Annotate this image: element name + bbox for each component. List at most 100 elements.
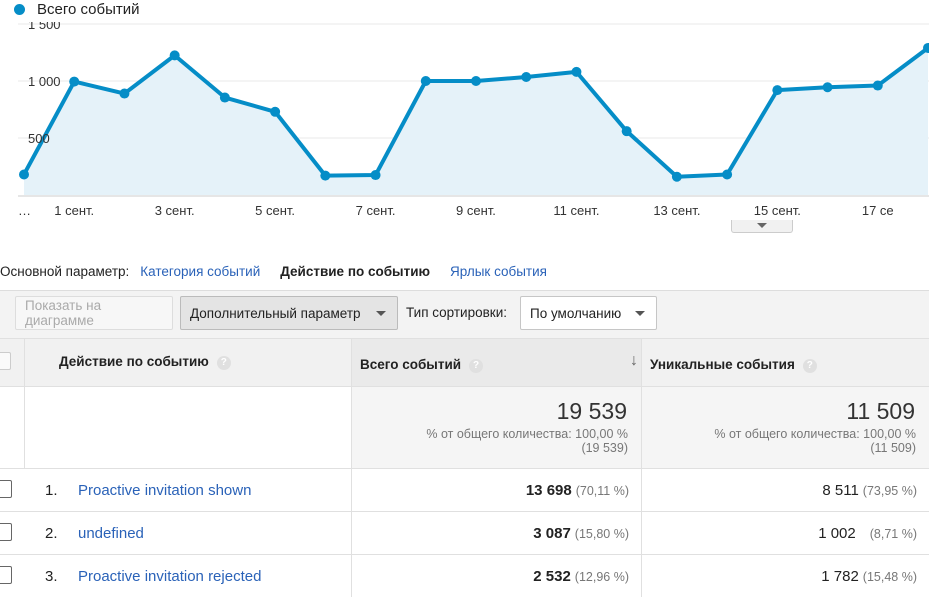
data-point xyxy=(69,76,80,87)
data-point xyxy=(420,76,431,86)
select-all-cell xyxy=(0,339,25,386)
x-tick-label: 3 сент. xyxy=(155,203,195,218)
total-events-abs: (19 539) xyxy=(581,441,628,455)
row-index: 2. xyxy=(45,525,58,542)
header-unique-events[interactable]: Уникальные события? xyxy=(641,339,929,386)
chart-collapse-toggle[interactable] xyxy=(731,220,793,233)
table-row: 1. Proactive invitation shown 13 698 (70,… xyxy=(0,468,929,511)
sort-descending-icon: ↓ xyxy=(630,352,638,369)
row-checkbox[interactable] xyxy=(0,523,12,541)
table-row: 3. Proactive invitation rejected 2 532 (1… xyxy=(0,554,929,597)
totals-empty-cell xyxy=(0,387,25,468)
data-point xyxy=(320,170,331,181)
x-tick-label: … xyxy=(18,203,31,218)
dimension-option-event-label[interactable]: Ярлык события xyxy=(450,263,547,279)
unique-events-value: 11 509 xyxy=(846,398,915,424)
primary-dimension-selector: Основной параметр: Категория событий Дей… xyxy=(0,262,567,280)
sort-type-value: По умолчанию xyxy=(530,305,622,321)
row-unique-cell: 1 782 (15,48 %) xyxy=(641,555,929,597)
row-unique-events: 8 511 xyxy=(822,482,859,499)
chevron-down-icon xyxy=(757,223,767,228)
row-checkbox[interactable] xyxy=(0,566,12,584)
data-point xyxy=(722,169,733,180)
table-toolbar: Показать на диаграмме Дополнительный пар… xyxy=(0,290,929,339)
y-tick-label: 1 000 xyxy=(28,74,61,89)
row-select-cell xyxy=(0,512,25,554)
data-point xyxy=(571,66,582,77)
help-icon[interactable]: ? xyxy=(802,359,817,373)
data-point xyxy=(671,171,682,182)
header-event-action-label: Действие по событию xyxy=(59,354,209,369)
row-unique-events: 1 782 xyxy=(821,568,859,585)
unique-events-note: % от общего количества: 100,00 % xyxy=(714,427,916,441)
legend-label: Всего событий xyxy=(37,0,140,18)
data-point xyxy=(119,88,130,99)
x-tick-label: 13 сент. xyxy=(653,203,700,218)
caret-down-icon xyxy=(376,311,386,316)
events-line-chart: 1 500 1 000 500 … 1 сент. 3 сент. 5 сент. 7 сен… xyxy=(18,22,929,218)
secondary-dimension-dropdown[interactable]: Дополнительный параметр xyxy=(180,296,398,330)
data-point xyxy=(19,169,29,180)
data-point xyxy=(923,42,929,53)
help-icon[interactable]: ? xyxy=(469,359,484,373)
dimension-option-event-category[interactable]: Категория событий xyxy=(140,263,261,279)
header-total-events[interactable]: Всего событий? ↓ xyxy=(351,339,641,386)
x-tick-label: 17 се xyxy=(862,203,894,218)
row-total-pct: (15,80 %) xyxy=(574,527,629,541)
y-tick-label: 500 xyxy=(28,131,50,146)
data-point xyxy=(169,50,180,61)
table-header: Действие по событию? Всего событий? ↓ Ун… xyxy=(0,338,929,386)
data-point xyxy=(521,72,532,83)
row-event-action-link[interactable]: Proactive invitation rejected xyxy=(78,568,262,585)
series-area xyxy=(24,47,928,195)
help-icon[interactable]: ? xyxy=(216,356,231,370)
row-total-cell: 13 698 (70,11 %) xyxy=(351,469,641,511)
row-unique-cell: 1 002 (8,71 %) xyxy=(641,512,929,554)
total-events-value: 19 539 xyxy=(556,398,627,424)
secondary-dimension-label: Дополнительный параметр xyxy=(190,305,361,321)
plot-rows-button[interactable]: Показать на диаграмме xyxy=(15,296,173,330)
row-index: 1. xyxy=(45,482,58,499)
sort-type-label: Тип сортировки: xyxy=(406,305,507,320)
row-unique-pct: (8,71 %) xyxy=(869,527,917,541)
row-select-cell xyxy=(0,555,25,597)
row-unique-cell: 8 511 (73,95 %) xyxy=(641,469,929,511)
header-unique-events-label: Уникальные события xyxy=(650,357,795,372)
data-point xyxy=(822,82,833,93)
x-tick-label: 5 сент. xyxy=(255,203,295,218)
data-point xyxy=(270,106,281,117)
row-total-pct: (12,96 %) xyxy=(574,570,629,584)
data-point xyxy=(370,170,381,181)
totals-label-cell xyxy=(25,387,351,468)
data-point xyxy=(772,85,783,96)
x-tick-label: 1 сент. xyxy=(54,203,94,218)
primary-dimension-label: Основной параметр: xyxy=(0,263,130,279)
row-total-cell: 3 087 (15,80 %) xyxy=(351,512,641,554)
data-point xyxy=(471,76,481,86)
x-tick-label: 11 сент. xyxy=(553,203,599,218)
series-color-dot xyxy=(14,3,25,15)
row-select-cell xyxy=(0,469,25,511)
row-unique-pct: (73,95 %) xyxy=(862,484,917,498)
select-all-checkbox[interactable] xyxy=(0,352,11,370)
x-tick-label: 9 сент. xyxy=(456,203,496,218)
unique-events-summary: 11 509 % от общего количества: 100,00 % … xyxy=(641,387,929,468)
row-unique-pct: (15,48 %) xyxy=(862,570,917,584)
total-events-note: % от общего количества: 100,00 % xyxy=(426,427,628,441)
row-dimension-cell: 1. Proactive invitation shown xyxy=(25,469,351,511)
x-tick-label: 7 сент. xyxy=(356,203,396,218)
sort-type-dropdown[interactable]: По умолчанию xyxy=(520,296,657,330)
header-event-action[interactable]: Действие по событию? xyxy=(25,339,351,386)
caret-down-icon xyxy=(635,311,645,316)
table-row: 2. undefined 3 087 (15,80 %) 1 002 (8,71 %… xyxy=(0,511,929,554)
row-total-cell: 2 532 (12,96 %) xyxy=(351,555,641,597)
row-dimension-cell: 2. undefined xyxy=(25,512,351,554)
dimension-option-event-action[interactable]: Действие по событию xyxy=(280,263,431,279)
data-point xyxy=(621,126,632,137)
x-tick-label: 15 сент. xyxy=(754,203,801,218)
row-total-events: 3 087 xyxy=(533,525,571,542)
row-event-action-link[interactable]: undefined xyxy=(78,525,144,542)
row-total-events: 2 532 xyxy=(533,568,571,585)
row-checkbox[interactable] xyxy=(0,480,12,498)
row-event-action-link[interactable]: Proactive invitation shown xyxy=(78,482,252,499)
